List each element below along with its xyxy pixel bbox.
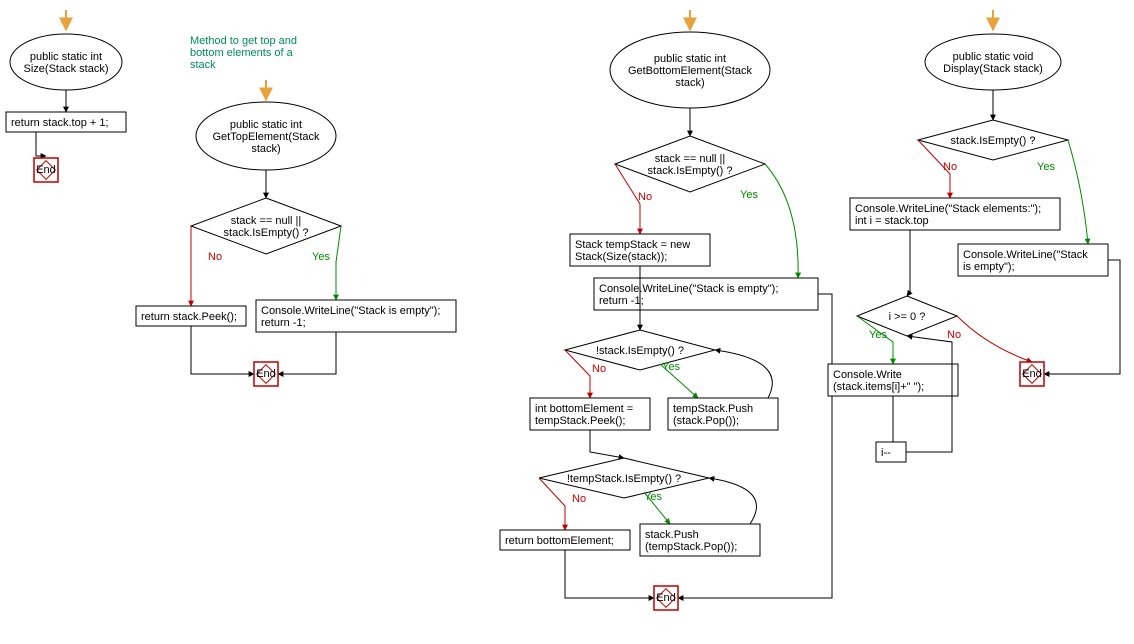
svg-text:(stack.items[i]+" ");: (stack.items[i]+" "); — [833, 381, 924, 393]
svg-text:Console.WriteLine("Stack eleme: Console.WriteLine("Stack elements:"); — [855, 203, 1041, 215]
svg-text:No: No — [572, 493, 586, 505]
svg-text:No: No — [943, 161, 957, 173]
svg-text:No: No — [592, 363, 606, 375]
svg-text:Yes: Yes — [869, 329, 887, 341]
svg-text:Yes: Yes — [740, 189, 758, 201]
svg-text:stack.Push: stack.Push — [645, 529, 699, 541]
svg-text:is empty");: is empty"); — [963, 261, 1015, 273]
svg-text:Yes: Yes — [1037, 161, 1055, 173]
svg-text:int bottomElement =: int bottomElement = — [535, 403, 633, 415]
svg-text:return -1;: return -1; — [599, 295, 644, 307]
svg-text:No: No — [208, 251, 222, 263]
svg-text:Method to get top and: Method to get top and — [190, 35, 297, 47]
svg-text:public static void: public static void — [953, 51, 1034, 63]
svg-text:No: No — [947, 329, 961, 341]
svg-text:Console.WriteLine("Stack is em: Console.WriteLine("Stack is empty"); — [599, 283, 778, 295]
svg-text:public static int: public static int — [230, 119, 302, 131]
svg-text:tempStack.Push: tempStack.Push — [673, 403, 753, 415]
svg-text:stack == null ||: stack == null || — [231, 215, 302, 227]
svg-text:int i = stack.top: int i = stack.top — [855, 215, 929, 227]
svg-text:bottom elements of a: bottom elements of a — [190, 47, 294, 59]
svg-text:return stack.Peek();: return stack.Peek(); — [141, 311, 237, 323]
svg-text:GetBottomElement(Stack: GetBottomElement(Stack — [628, 65, 753, 77]
svg-text:End: End — [256, 368, 276, 380]
svg-text:End: End — [1022, 368, 1042, 380]
svg-text:Yes: Yes — [644, 491, 662, 503]
svg-text:Stack tempStack = new: Stack tempStack = new — [575, 239, 690, 251]
svg-text:stack): stack) — [251, 143, 280, 155]
svg-text:(stack.Pop());: (stack.Pop()); — [673, 415, 739, 427]
svg-text:Yes: Yes — [312, 251, 330, 263]
svg-text:stack: stack — [190, 59, 216, 71]
svg-text:public static int: public static int — [30, 51, 102, 63]
svg-text:stack.IsEmpty() ?: stack.IsEmpty() ? — [648, 165, 733, 177]
svg-text:Size(Stack stack): Size(Stack stack) — [24, 63, 109, 75]
svg-text:!tempStack.IsEmpty() ?: !tempStack.IsEmpty() ? — [567, 473, 681, 485]
svg-text:return -1;: return -1; — [261, 317, 306, 329]
svg-text:Yes: Yes — [662, 361, 680, 373]
svg-text:stack): stack) — [675, 77, 704, 89]
svg-text:stack.IsEmpty() ?: stack.IsEmpty() ? — [224, 227, 309, 239]
svg-text:Console.Write: Console.Write — [833, 369, 902, 381]
svg-text:i >= 0 ?: i >= 0 ? — [889, 311, 926, 323]
svg-text:GetTopElement(Stack: GetTopElement(Stack — [213, 131, 320, 143]
svg-text:public static int: public static int — [654, 53, 726, 65]
svg-text:Display(Stack stack): Display(Stack stack) — [943, 63, 1043, 75]
svg-text:tempStack.Peek();: tempStack.Peek(); — [535, 415, 625, 427]
svg-text:End: End — [656, 592, 676, 604]
svg-text:End: End — [36, 164, 56, 176]
svg-text:return stack.top + 1;: return stack.top + 1; — [11, 117, 109, 129]
svg-text:Console.WriteLine("Stack: Console.WriteLine("Stack — [963, 249, 1088, 261]
svg-text:(tempStack.Pop());: (tempStack.Pop()); — [645, 541, 737, 553]
svg-text:return bottomElement;: return bottomElement; — [505, 535, 614, 547]
svg-text:stack == null ||: stack == null || — [655, 153, 726, 165]
svg-text:No: No — [638, 191, 652, 203]
svg-text:!stack.IsEmpty() ?: !stack.IsEmpty() ? — [596, 345, 684, 357]
svg-text:i--: i-- — [881, 447, 891, 459]
svg-text:Console.WriteLine("Stack is em: Console.WriteLine("Stack is empty"); — [261, 305, 440, 317]
flowchart-canvas: Method to get top andbottom elements of … — [6, 10, 1120, 610]
svg-text:stack.IsEmpty() ?: stack.IsEmpty() ? — [951, 135, 1036, 147]
svg-text:Stack(Size(stack));: Stack(Size(stack)); — [575, 251, 667, 263]
